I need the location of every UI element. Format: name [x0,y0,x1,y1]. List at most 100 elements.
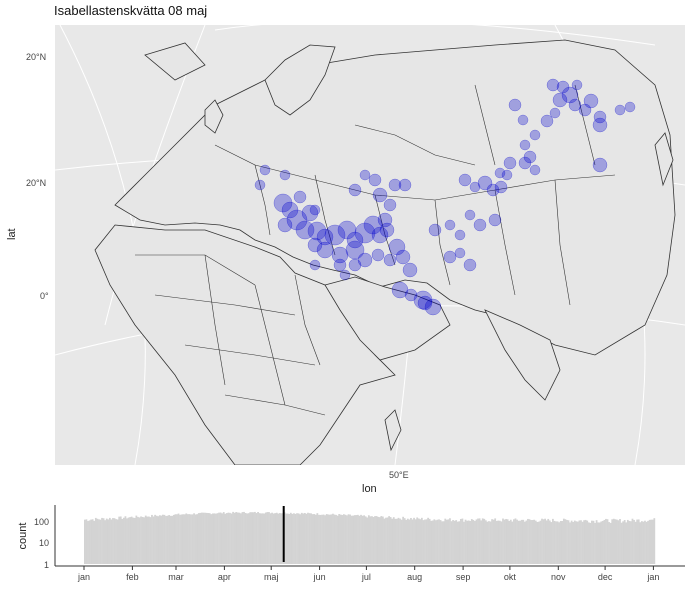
histogram-bar [307,512,309,564]
observation-point [402,262,418,278]
histogram-bar [617,520,620,564]
histogram-month-label: okt [504,572,517,582]
histogram-bar [115,519,117,564]
observation-point [379,222,395,238]
histogram-bar [168,515,171,564]
histogram-bar [101,517,103,564]
histogram-bar [623,520,626,564]
histogram-bar [191,514,194,564]
histogram-bar [486,521,489,564]
histogram-bar [130,516,133,564]
map-panel[interactable] [55,25,685,465]
histogram-bar [280,513,283,564]
histogram-bar [91,519,94,564]
histogram-bar [399,518,401,564]
histogram-bar [422,520,425,564]
histogram-bar [257,512,259,564]
histogram-bar [157,516,160,564]
observation-point [518,156,532,170]
histogram-bar [391,518,394,564]
histogram-bar [580,520,582,564]
histogram-bar [205,512,208,564]
histogram-bar [553,520,556,564]
histogram-bar [308,513,311,564]
observation-points [254,78,636,316]
histogram-bar [444,518,447,564]
histogram-bar [208,513,211,564]
histogram-bar [400,519,403,564]
map-y-tick-top: 20°N [26,52,47,62]
observation-point [503,156,517,170]
observation-point [624,101,636,113]
histogram-bar [182,514,185,564]
histogram-bar [180,514,183,564]
histogram-bar [541,518,543,564]
histogram-bar [564,519,567,564]
histogram-bar [528,519,531,564]
histogram-bar [495,520,498,564]
histogram-bar [427,517,429,564]
observation-point [281,201,299,219]
land-masses [94,39,676,465]
histogram-bar [616,519,618,564]
histogram-bar [219,512,222,564]
histogram-bar [548,520,551,564]
observation-point [424,298,442,316]
observation-point [383,253,397,267]
histogram-bar [517,520,520,564]
observation-point [368,173,382,187]
histogram-bar [143,517,146,564]
histogram-bar [183,514,186,564]
histogram-bar [344,514,347,564]
observation-point [307,237,323,253]
observation-point [458,173,472,187]
histogram-bar [489,521,492,564]
histogram-bar [569,522,571,564]
histogram-bar [431,520,434,564]
histogram-bar [622,521,624,564]
histogram-bar [414,519,417,564]
histogram-bar [380,516,383,564]
observation-point [371,248,385,262]
histogram-bar [299,514,302,564]
histogram-bar [318,514,320,564]
histogram-bar [335,514,337,564]
histogram-bar [160,515,163,564]
map-x-tick: 50°E [389,470,409,480]
observation-point [398,178,412,192]
histogram-bar [197,513,200,564]
histogram-bar [420,517,423,564]
histogram-bar [433,519,436,564]
observation-point [363,215,383,235]
observation-point [556,80,570,94]
histogram-bar [372,516,375,564]
histogram-bar [188,514,191,564]
histogram-bar [357,514,359,564]
histogram-month-label: jun [313,572,326,582]
histogram-bar [147,516,150,564]
histogram-bar [105,518,108,564]
histogram-bar [319,514,322,564]
observation-point [337,220,357,240]
observation-point [273,193,293,213]
histogram-bar [249,512,252,564]
map-y-tick-bottom: 0° [40,291,49,301]
histogram-bar [241,512,244,564]
histogram-bar [194,514,197,564]
histogram-bar [233,512,236,564]
histogram-bar [311,514,314,564]
histogram-bar [252,512,255,564]
histogram-bar [478,518,481,564]
observation-point [464,209,476,221]
histogram-bar [98,519,100,564]
histogram-bar [224,513,227,564]
histogram-bar [296,513,298,564]
histogram-bar [537,521,540,564]
histogram-bar [246,513,249,564]
histogram-bar [238,512,241,564]
histogram-panel: count 100 10 1 jan feb mar apr maj jun jul aug s… [0,500,700,600]
histogram-bar [274,513,277,564]
histogram-bar [556,521,559,564]
histogram-bar [469,520,472,564]
histogram-bar [534,520,537,564]
